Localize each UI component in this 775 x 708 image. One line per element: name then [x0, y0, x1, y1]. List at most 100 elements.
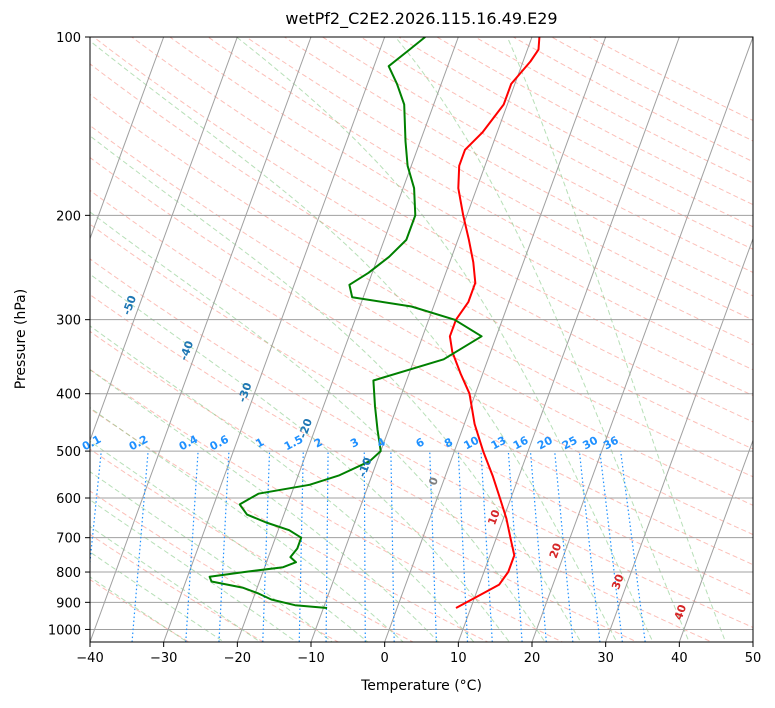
mixing-ratio-line: [390, 451, 395, 642]
y-tick-label: 200: [56, 209, 81, 224]
moist-adiabat: [90, 369, 440, 642]
dry-adiabat: [359, 37, 753, 250]
dry-adiabat: [90, 533, 265, 642]
y-tick-label: 500: [56, 445, 81, 460]
mixing-ratio-line: [620, 451, 646, 642]
x-tick-label: 30: [597, 651, 614, 666]
isotherm-line: [90, 37, 165, 241]
isotherm-line: [236, 37, 459, 642]
y-tick-label: 800: [56, 566, 81, 581]
moist-adiabat: [90, 471, 333, 642]
mixing-ratio-line: [578, 451, 601, 642]
x-tick-label: 40: [671, 651, 688, 666]
mixing-ratio-label: 8: [442, 435, 455, 450]
mixing-ratio-line: [131, 451, 149, 642]
mixing-ratio-label: 0.4: [177, 433, 201, 454]
dry-adiabat: [90, 407, 489, 642]
x-tick-label: −30: [150, 651, 177, 666]
moist-adiabat: [90, 211, 546, 642]
mixing-ratio-label: 6: [414, 435, 427, 450]
y-tick-label: 600: [56, 492, 81, 507]
moist-adiabat: [90, 273, 511, 642]
dry-adiabat: [90, 368, 564, 642]
isotherm-line: [678, 438, 753, 642]
temperature-profile: [448, 37, 541, 609]
moist-adiabat: [90, 499, 298, 642]
y-tick-label: 900: [56, 596, 81, 611]
mixing-ratio-label: 1: [253, 435, 266, 450]
dry-adiabat: [436, 37, 753, 206]
dry-adiabat: [90, 294, 713, 642]
y-tick-label: 700: [56, 532, 81, 547]
isotherm-line: [90, 37, 312, 642]
dry-adiabat: [90, 330, 639, 642]
x-tick-label: 50: [745, 651, 762, 666]
mixing-ratio-label: 10: [462, 434, 482, 453]
dry-adiabat: [90, 124, 753, 506]
mixing-ratio-line: [90, 451, 102, 568]
plot-frame: [89, 36, 754, 643]
isotherm-line: [457, 37, 680, 642]
isotherm-line: [90, 37, 238, 442]
dry-adiabat: [245, 37, 753, 321]
mixing-ratio-label: 36: [601, 434, 621, 453]
moist-adiabat: [90, 551, 225, 642]
y-tick-label: 1000: [48, 623, 81, 638]
moist-adiabat: [506, 37, 727, 642]
dry-adiabat: [90, 223, 753, 597]
dry-adiabat: [321, 37, 753, 273]
isotherm-label: 30: [609, 572, 627, 591]
isotherm-line: [310, 37, 533, 642]
isotherm-line: [605, 237, 753, 642]
mixing-ratio-label: 0.1: [80, 433, 103, 454]
mixing-ratio-line: [185, 451, 199, 642]
moist-adiabat: [90, 325, 475, 642]
isotherm-label: 0: [426, 475, 441, 487]
isotherm-line: [384, 37, 607, 642]
moist-adiabat: [90, 525, 262, 642]
x-tick-label: −40: [76, 651, 103, 666]
y-tick-label: 100: [56, 31, 81, 46]
mixing-ratio-label: 0.2: [127, 433, 150, 454]
dry-adiabat: [90, 578, 190, 642]
dewpoint-profile: [208, 37, 483, 609]
y-tick-label: 300: [56, 314, 81, 329]
dry-adiabat: [474, 37, 753, 184]
dry-adiabat: [90, 448, 414, 642]
mixing-ratio-label: 3: [348, 435, 361, 450]
mixing-ratio-line: [218, 451, 230, 642]
mixing-ratio-line: [457, 451, 469, 642]
dry-adiabat: [283, 37, 753, 297]
x-tick-label: 20: [524, 651, 541, 666]
mixing-ratio-label: 30: [580, 434, 600, 453]
x-tick-label: −10: [297, 651, 324, 666]
moist-adiabat: [236, 37, 654, 642]
x-tick-label: 10: [450, 651, 467, 666]
isotherm-label: -50: [120, 293, 139, 316]
x-axis-label: Temperature (°C): [361, 678, 482, 694]
isotherm-line: [752, 640, 753, 642]
mixing-ratio-label: 20: [535, 434, 555, 453]
isotherm-label: 10: [485, 508, 503, 527]
mixing-ratio-label: 25: [560, 434, 580, 453]
moist-adiabat: [90, 440, 369, 642]
dry-adiabat: [90, 490, 340, 642]
dry-adiabat: [92, 37, 753, 423]
dry-adiabat: [550, 37, 753, 142]
isotherm-line: [531, 37, 753, 642]
mixing-ratio-label: 0.6: [208, 433, 232, 454]
mixing-ratio-line: [599, 451, 623, 642]
moist-adiabat: [90, 407, 404, 642]
dry-adiabat: [90, 93, 753, 478]
moist-adiabat: [90, 40, 618, 642]
isotherm-label: -30: [236, 381, 255, 404]
mixing-ratio-label: 2: [312, 435, 325, 450]
y-axis-label: Pressure (hPa): [13, 288, 29, 390]
mixing-ratio-line: [529, 451, 547, 642]
mixing-ratio-line: [262, 451, 271, 642]
mixing-ratio-line: [480, 451, 493, 642]
dry-adiabat: [588, 37, 753, 122]
x-tick-label: −20: [224, 651, 251, 666]
